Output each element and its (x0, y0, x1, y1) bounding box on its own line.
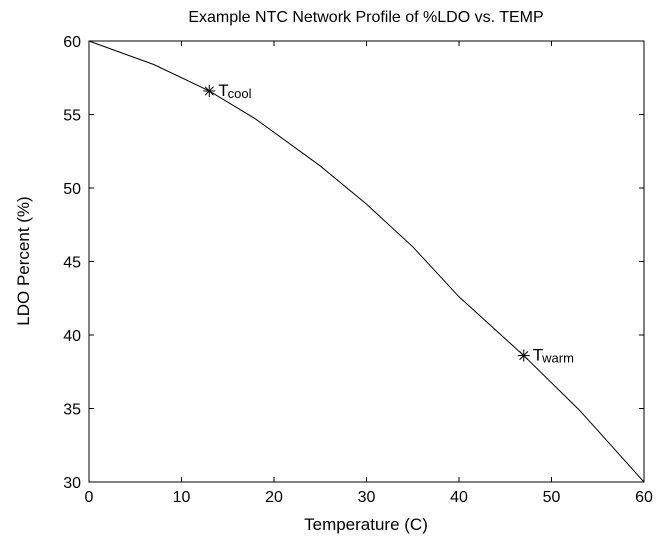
x-tick-label: 50 (543, 489, 561, 506)
axis-ticks (88, 40, 645, 483)
y-tick-label: 50 (63, 181, 81, 198)
y-tick-label: 40 (63, 328, 81, 345)
x-tick-label: 0 (85, 489, 94, 506)
y-tick-label: 30 (63, 475, 81, 492)
axis-tick-labels: 0 10 20 30 40 50 60 30 35 40 45 50 55 60 (63, 34, 653, 506)
y-axis-title: LDO Percent (%) (14, 196, 33, 325)
y-tick-label: 60 (63, 34, 81, 51)
x-axis-title: Temperature (C) (304, 515, 428, 534)
x-tick-label: 40 (450, 489, 468, 506)
x-tick-label: 20 (265, 489, 283, 506)
annotation-label: Twarm (533, 346, 574, 366)
annotation-marker (203, 84, 216, 97)
series-line (88, 40, 645, 483)
x-tick-label: 60 (635, 489, 653, 506)
chart-title: Example NTC Network Profile of %LDO vs. … (188, 9, 543, 26)
annotation-label: Tcool (218, 81, 251, 101)
y-tick-label: 35 (63, 402, 81, 419)
x-tick-label: 10 (173, 489, 191, 506)
plot-area-frame (88, 40, 645, 483)
x-tick-label: 30 (358, 489, 376, 506)
annotations: Tcool Twarm (203, 81, 574, 366)
y-tick-label: 55 (63, 108, 81, 125)
y-tick-label: 45 (63, 255, 81, 272)
annotation-marker (517, 349, 530, 362)
